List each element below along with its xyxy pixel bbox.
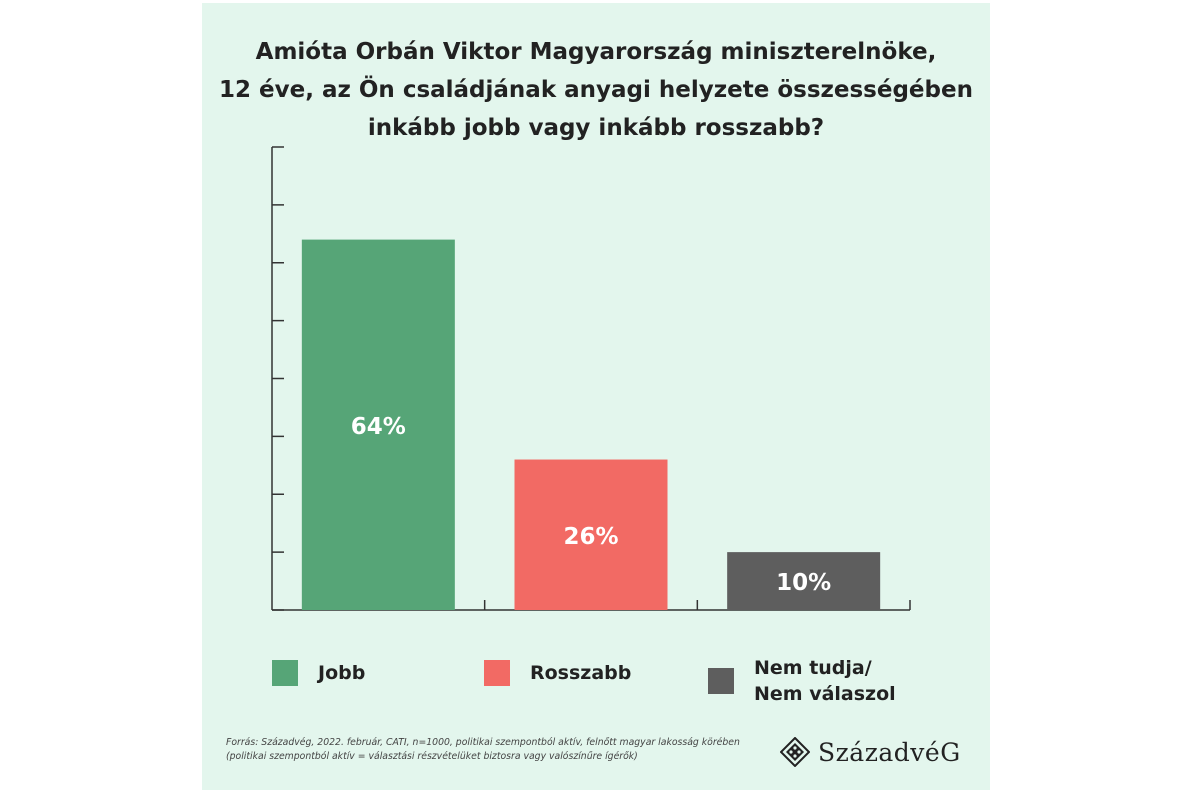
legend-swatch-jobb [272, 660, 298, 686]
legend-item-rosszabb: Rosszabb [484, 660, 631, 686]
bar-1 [301, 239, 455, 610]
chart-title: Amióta Orbán Viktor Magyarország miniszt… [202, 33, 990, 147]
diamond-dots-icon [780, 737, 810, 767]
source-line-1: Forrás: Századvég, 2022. február, CATI, … [226, 737, 740, 748]
bar-value-label-2: 26% [563, 524, 618, 550]
bar-2 [514, 459, 668, 610]
source-line-2: (politikai szempontból aktív = választás… [226, 751, 638, 762]
legend-item-jobb: Jobb [272, 660, 365, 686]
chart-title-line-3: inkább jobb vagy inkább rosszabb? [367, 115, 825, 141]
legend-swatch-rosszabb [484, 660, 510, 686]
chart-title-line-2: 12 éve, az Ön családjának anyagi helyzet… [219, 77, 973, 103]
legend-item-nem-tudja: Nem tudja/ Nem válaszol [708, 655, 896, 707]
legend-label-jobb: Jobb [318, 662, 366, 684]
logo-text: SzázadvéG [818, 737, 961, 767]
bar-chart: 64% 26% 10% [271, 146, 911, 611]
source-note: Forrás: Századvég, 2022. február, CATI, … [226, 736, 786, 764]
bar-value-label-3: 10% [776, 570, 831, 596]
legend-label-rosszabb: Rosszabb [530, 662, 632, 684]
legend-swatch-nem-tudja [708, 668, 734, 694]
chart-card: Amióta Orbán Viktor Magyarország miniszt… [202, 3, 990, 790]
chart-title-line-1: Amióta Orbán Viktor Magyarország miniszt… [255, 39, 937, 65]
legend-label-nem-tudja: Nem tudja/ Nem válaszol [754, 657, 896, 705]
szazadveg-logo: SzázadvéG [780, 737, 961, 767]
bar-value-label-1: 64% [351, 414, 406, 440]
bar-3 [727, 552, 881, 610]
